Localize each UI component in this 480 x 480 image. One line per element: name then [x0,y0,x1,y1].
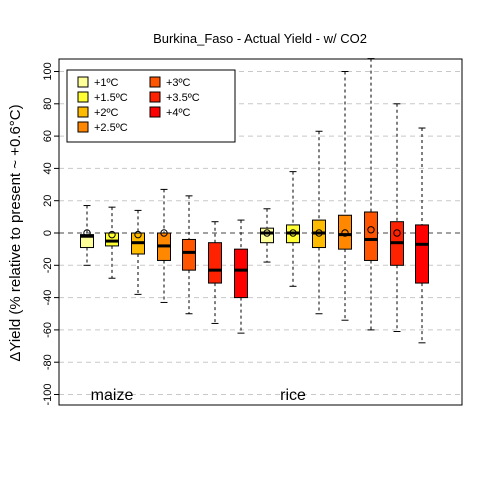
y-tick-label: 20 [42,195,54,207]
legend-swatch [77,121,89,133]
y-tick-label: 0 [42,230,54,236]
legend-swatch [149,91,161,103]
box-iqr [260,227,274,244]
mean-marker [108,230,116,239]
legend-label: +4ºC [166,107,191,119]
box-iqr [364,211,378,261]
legend-label: +3ºC [166,77,191,89]
boxes [80,58,429,344]
group-labels: maize rice [91,387,306,404]
box-rice [390,103,404,333]
box-iqr [234,248,248,299]
box-maize [80,205,94,266]
box-maize [182,195,196,315]
legend-label: +2ºC [94,107,119,119]
box-rice [338,71,352,321]
box-rice [415,127,429,344]
y-tick-label: -20 [42,257,54,273]
legend-label: +2.5ºC [94,122,128,134]
box-iqr [208,242,222,284]
box-maize [234,219,248,334]
box-iqr [182,238,196,271]
mean-marker [134,230,142,239]
legend-label: +1ºC [94,77,119,89]
box-maize [208,221,222,324]
box-maize [157,188,171,303]
y-axis-title: ΔYield (% relative to present ~ +0.6°C) [7,104,24,361]
y-tick-label: 100 [42,62,54,80]
mean-marker [160,229,168,237]
mean-marker [263,229,271,237]
chart-title: Burkina_Faso - Actual Yield - w/ CO2 [153,31,367,46]
box-maize [105,206,119,279]
legend-frame [66,69,236,143]
legend-swatch [77,91,89,103]
mean-marker [341,229,349,237]
y-tick-label: -60 [42,322,54,338]
box-iqr [80,234,94,249]
box-rice [364,58,378,331]
plot-frame [58,58,463,406]
legend-swatch [77,106,89,118]
mean-marker [393,229,401,237]
y-tick-label: 80 [42,98,54,110]
mean-marker [315,229,323,237]
legend-swatch [149,106,161,118]
legend: +1ºC +1.5ºC +2ºC +2.5ºC +3ºC +3.5ºC +4ºC [66,69,236,143]
y-tick-label: 40 [42,162,54,174]
mean-marker [83,229,91,237]
group-label-rice: rice [280,387,306,404]
box-iqr [105,232,119,247]
mean-marker [289,229,297,237]
y-tick-label: -80 [42,354,54,370]
group-label-maize: maize [91,387,134,404]
box-iqr [415,224,429,284]
legend-label: +3.5ºC [166,92,200,104]
box-rice [286,171,300,287]
y-tick-label: -40 [42,290,54,306]
y-tick-label: 60 [42,130,54,142]
y-axis: -100 -80 -60 -40 -20 0 20 40 60 80 100 [42,62,59,406]
legend-label: +1.5ºC [94,92,128,104]
box-maize [131,209,145,295]
box-iqr [338,214,352,250]
legend-swatch [77,76,89,88]
mean-marker [367,226,375,234]
legend-swatch [149,76,161,88]
box-rice [260,208,274,263]
box-rice [312,130,326,315]
y-tick-label: -100 [42,383,54,405]
